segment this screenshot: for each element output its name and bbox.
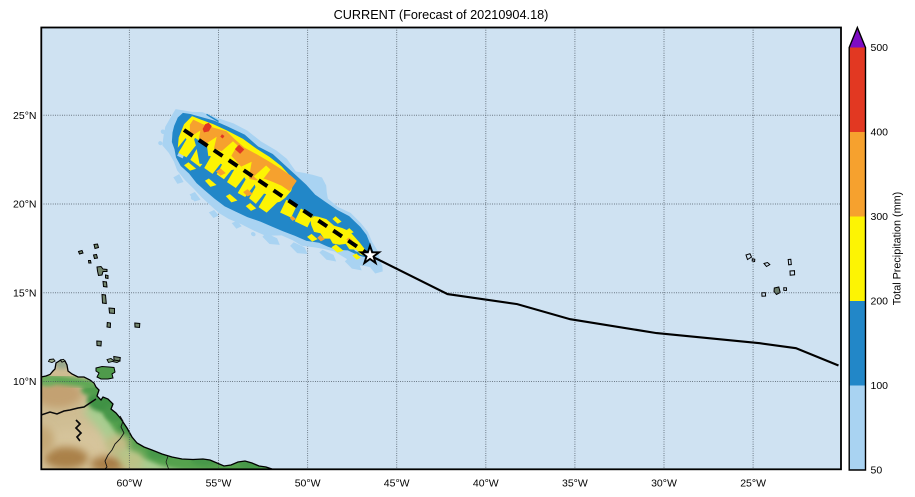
svg-text:25°W: 25°W — [740, 478, 766, 490]
svg-text:40°W: 40°W — [473, 478, 499, 490]
svg-text:CURRENT (Forecast of 20210904.: CURRENT (Forecast of 20210904.18) — [334, 8, 549, 22]
svg-text:35°W: 35°W — [562, 478, 588, 490]
svg-text:Total Precipitation (mm): Total Precipitation (mm) — [891, 192, 903, 305]
svg-text:10°N: 10°N — [13, 376, 36, 388]
svg-text:15°N: 15°N — [13, 287, 36, 299]
svg-text:55°W: 55°W — [206, 478, 232, 490]
svg-text:20°N: 20°N — [13, 199, 36, 211]
svg-text:60°W: 60°W — [117, 478, 143, 490]
svg-text:400: 400 — [871, 127, 889, 139]
svg-text:30°W: 30°W — [651, 478, 677, 490]
svg-text:50: 50 — [871, 465, 883, 477]
svg-text:45°W: 45°W — [384, 478, 410, 490]
svg-text:100: 100 — [871, 380, 889, 392]
svg-text:500: 500 — [871, 42, 889, 54]
svg-text:200: 200 — [871, 296, 889, 308]
svg-text:25°N: 25°N — [13, 110, 36, 122]
svg-text:50°W: 50°W — [295, 478, 321, 490]
svg-text:300: 300 — [871, 211, 889, 223]
